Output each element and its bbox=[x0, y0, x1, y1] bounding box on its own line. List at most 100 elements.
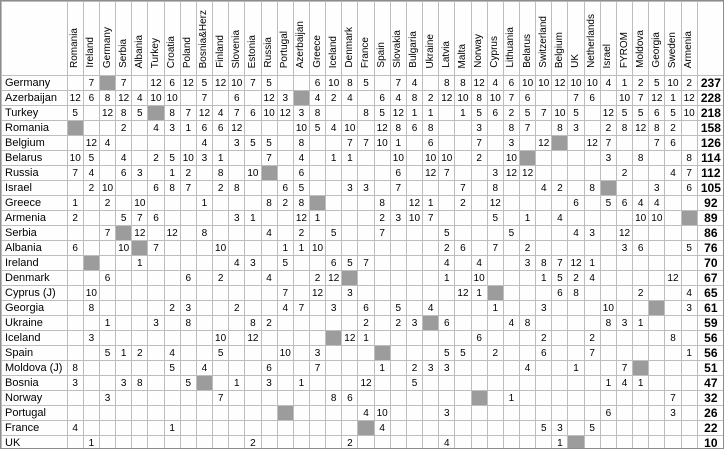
points-cell: 5 bbox=[292, 180, 310, 196]
points-cell: 3 bbox=[664, 405, 682, 421]
points-cell bbox=[373, 180, 391, 196]
points-cell bbox=[583, 360, 601, 376]
points-cell bbox=[115, 300, 133, 316]
points-cell bbox=[551, 330, 569, 346]
points-cell: 7 bbox=[567, 90, 585, 106]
points-cell bbox=[66, 285, 84, 301]
points-cell bbox=[551, 375, 569, 391]
points-cell bbox=[244, 120, 262, 136]
points-cell bbox=[518, 390, 537, 406]
points-cell bbox=[292, 420, 310, 436]
points-cell bbox=[115, 315, 133, 331]
points-cell bbox=[341, 225, 359, 241]
points-cell bbox=[518, 135, 537, 151]
points-cell bbox=[502, 210, 521, 226]
points-cell bbox=[82, 405, 100, 421]
points-cell: 7 bbox=[115, 75, 133, 91]
points-cell: 4 bbox=[260, 225, 278, 241]
points-cell bbox=[373, 375, 391, 391]
points-cell bbox=[179, 435, 197, 448]
column-header: Israel bbox=[599, 1, 617, 76]
points-cell bbox=[373, 75, 391, 91]
row-label: Ukraine bbox=[1, 315, 68, 331]
points-cell bbox=[389, 330, 407, 346]
points-cell bbox=[680, 225, 698, 241]
points-cell bbox=[147, 225, 165, 241]
column-header: Lithuania bbox=[502, 1, 521, 76]
points-cell bbox=[422, 420, 440, 436]
points-cell: 6 bbox=[147, 180, 165, 196]
points-cell bbox=[599, 435, 617, 448]
points-cell bbox=[664, 195, 682, 211]
points-cell: 7 bbox=[535, 105, 553, 121]
row-label: Iceland bbox=[1, 330, 68, 346]
points-cell: 1 bbox=[373, 360, 391, 376]
points-cell bbox=[98, 330, 117, 346]
points-cell bbox=[599, 330, 617, 346]
points-cell bbox=[583, 150, 601, 166]
points-cell bbox=[648, 405, 666, 421]
points-cell: 1 bbox=[357, 330, 375, 346]
points-cell bbox=[567, 420, 585, 436]
points-cell: 3 bbox=[615, 240, 634, 256]
points-cell bbox=[535, 405, 553, 421]
total-cell: 26 bbox=[696, 405, 723, 421]
points-cell: 2 bbox=[228, 300, 246, 316]
points-cell bbox=[470, 180, 488, 196]
row-label: UK bbox=[1, 435, 68, 448]
column-header: Spain bbox=[373, 1, 391, 76]
points-cell: 1 bbox=[163, 165, 181, 181]
row-label: Israel bbox=[1, 180, 68, 196]
points-cell: 3 bbox=[518, 255, 537, 271]
column-header: Ukraine bbox=[422, 1, 440, 76]
points-cell bbox=[212, 300, 230, 316]
points-cell bbox=[357, 90, 375, 106]
points-cell: 8 bbox=[66, 360, 84, 376]
points-cell: 7 bbox=[615, 360, 634, 376]
points-cell: 12 bbox=[276, 105, 294, 121]
points-cell bbox=[599, 360, 617, 376]
points-cell: 1 bbox=[325, 150, 343, 166]
points-cell bbox=[422, 435, 440, 448]
points-cell bbox=[405, 240, 424, 256]
points-cell bbox=[454, 390, 472, 406]
points-cell: 7 bbox=[244, 75, 262, 91]
points-cell bbox=[454, 270, 472, 286]
points-cell: 5 bbox=[438, 345, 456, 361]
table-row: Denmark 6 6 2 4 2 12 1 10 1 5 2 4 12 67 bbox=[1, 270, 723, 286]
points-cell bbox=[599, 210, 617, 226]
row-label: Azerbaijan bbox=[1, 90, 68, 106]
column-header: Ireland bbox=[82, 1, 100, 76]
points-cell: 2 bbox=[82, 180, 100, 196]
points-cell: 10 bbox=[599, 300, 617, 316]
points-cell: 7 bbox=[357, 135, 375, 151]
points-cell bbox=[131, 135, 149, 151]
points-cell bbox=[228, 225, 246, 241]
points-cell bbox=[535, 240, 553, 256]
self-cell bbox=[357, 420, 375, 436]
column-header-label: Ireland bbox=[85, 37, 97, 68]
points-cell bbox=[615, 285, 634, 301]
points-cell: 3 bbox=[502, 135, 521, 151]
points-cell bbox=[131, 390, 149, 406]
points-cell bbox=[648, 225, 666, 241]
points-cell bbox=[260, 300, 278, 316]
points-cell: 2 bbox=[405, 360, 424, 376]
points-cell: 7 bbox=[454, 180, 472, 196]
points-cell: 1 bbox=[244, 210, 262, 226]
points-cell bbox=[551, 225, 569, 241]
points-cell: 2 bbox=[260, 315, 278, 331]
points-cell: 2 bbox=[325, 90, 343, 106]
points-cell bbox=[583, 120, 601, 136]
points-cell bbox=[389, 345, 407, 361]
self-cell bbox=[648, 300, 666, 316]
points-cell bbox=[276, 150, 294, 166]
points-cell: 5 bbox=[357, 75, 375, 91]
points-cell: 2 bbox=[567, 270, 585, 286]
column-header-label: Bosnia&Herz bbox=[198, 9, 210, 68]
points-cell: 3 bbox=[535, 300, 553, 316]
points-cell: 7 bbox=[147, 240, 165, 256]
points-cell: 1 bbox=[276, 240, 294, 256]
table-row: Russia 7 4 6 3 1 2 8 10 6 6 12 7 3 12 12 2 4 7 112 bbox=[1, 165, 723, 181]
points-cell bbox=[292, 315, 310, 331]
